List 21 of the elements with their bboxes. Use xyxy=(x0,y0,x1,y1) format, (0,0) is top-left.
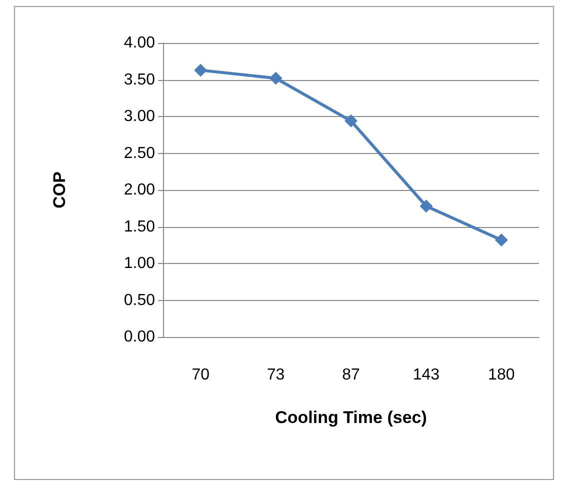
x-axis-title: Cooling Time (sec) xyxy=(275,408,427,427)
y-tick-label: 0.00 xyxy=(124,328,156,346)
y-tick-label: 4.00 xyxy=(124,34,156,52)
x-tick-label: 87 xyxy=(342,366,360,384)
y-axis-title: COP xyxy=(50,172,69,208)
y-tick-label: 2.00 xyxy=(124,182,156,198)
x-tick-label: 180 xyxy=(488,366,515,384)
y-tick-label: 1.50 xyxy=(124,218,156,236)
point xyxy=(494,233,508,246)
x-tick-label: 70 xyxy=(192,366,210,384)
point xyxy=(194,64,208,77)
y-tick-label: 1.00 xyxy=(124,255,156,272)
y-tick-label: 3.00 xyxy=(124,108,156,125)
y-tick-label: 2.50 xyxy=(124,144,156,162)
point xyxy=(344,114,358,128)
x-tick-label: 143 xyxy=(412,366,440,384)
y-tick-label: 3.50 xyxy=(124,71,156,88)
point xyxy=(420,200,433,213)
y-tick-label: 0.50 xyxy=(124,292,156,309)
x-tick-label: 73 xyxy=(266,366,285,384)
point xyxy=(269,72,282,85)
